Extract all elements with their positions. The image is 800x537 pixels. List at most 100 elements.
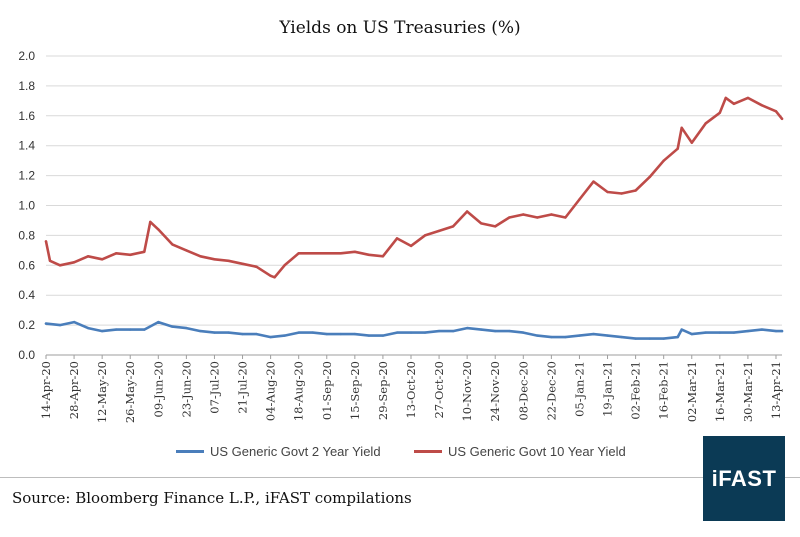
data-point-2y	[157, 320, 160, 324]
data-point-2y	[269, 335, 272, 339]
data-point-10y	[86, 255, 90, 258]
grid-lines	[46, 55, 782, 356]
data-point-2y	[185, 326, 188, 330]
ifast-logo: iFAST	[703, 436, 785, 521]
y-tick-label: 1.2	[18, 169, 35, 183]
data-point-2y	[171, 325, 174, 328]
data-point-10y	[423, 234, 427, 237]
data-point-2y	[760, 328, 764, 331]
x-tick-label: 01-Sep-20	[320, 361, 334, 420]
data-point-10y	[241, 262, 244, 265]
x-tick-label: 09-Jun-20	[151, 361, 165, 417]
x-tick-label: 28-Apr-20	[67, 361, 81, 419]
data-point-2y	[676, 335, 679, 339]
data-point-10y	[437, 229, 441, 233]
y-tick-label: 1.6	[18, 109, 35, 123]
data-point-10y	[578, 198, 581, 201]
data-point-10y	[724, 96, 727, 100]
data-point-10y	[129, 253, 132, 256]
data-point-2y	[367, 334, 371, 337]
data-point-10y	[620, 192, 623, 195]
x-tick-label: 24-Nov-20	[488, 361, 502, 422]
data-point-10y	[592, 180, 595, 183]
data-point-2y	[101, 329, 104, 333]
legend-item-10y: US Generic Govt 10 Year Yield	[414, 444, 626, 459]
data-point-2y	[199, 329, 202, 333]
data-point-2y	[129, 328, 132, 331]
footer-divider	[0, 477, 800, 478]
data-point-10y	[115, 252, 118, 255]
y-tick-label: 1.4	[18, 139, 35, 153]
x-tick-label: 02-Feb-21	[629, 361, 643, 420]
x-tick-label: 13-Oct-20	[404, 361, 418, 419]
data-point-2y	[423, 331, 427, 334]
data-point-10y	[606, 190, 609, 194]
y-tick-label: 0.8	[18, 228, 35, 242]
y-tick-label: 0.2	[18, 318, 35, 332]
data-point-10y	[44, 240, 48, 243]
data-point-10y	[255, 265, 258, 268]
data-point-10y	[680, 126, 683, 129]
x-tick-label: 08-Dec-20	[516, 361, 530, 421]
data-point-10y	[171, 243, 174, 246]
data-point-2y	[381, 334, 385, 337]
data-point-2y	[634, 337, 637, 340]
data-point-2y	[227, 331, 230, 334]
series-lines	[44, 96, 784, 340]
x-tick-label: 26-May-20	[123, 361, 137, 423]
legend-swatch-2y	[176, 450, 204, 453]
series-line-2y	[44, 320, 784, 340]
data-point-10y	[718, 111, 721, 115]
data-point-2y	[339, 332, 342, 336]
x-tick-label: 13-Apr-21	[769, 361, 783, 419]
x-tick-label: 18-Aug-20	[292, 361, 306, 421]
y-axis: 0.0 0.2 0.4 0.6 0.8 1.0 1.2 1.4 1.6 1.8 2.0	[18, 49, 35, 362]
data-point-10y	[58, 264, 62, 267]
data-point-10y	[311, 252, 314, 255]
x-tick-label: 29-Sep-20	[376, 361, 390, 420]
series-line-10y	[44, 96, 784, 279]
data-point-2y	[86, 326, 90, 330]
data-point-2y	[606, 334, 609, 337]
data-point-2y	[72, 320, 76, 324]
source-note: Source: Bloomberg Finance L.P., iFAST co…	[12, 489, 412, 507]
x-tick-label: 14-Apr-20	[39, 361, 53, 419]
data-point-2y	[774, 329, 778, 333]
data-point-10y	[508, 216, 511, 219]
x-tick-label: 16-Feb-21	[657, 361, 671, 420]
legend-swatch-10y	[414, 450, 442, 453]
data-point-2y	[564, 335, 567, 339]
legend-label-10y: US Generic Govt 10 Year Yield	[448, 444, 626, 459]
x-tick-label: 19-Jan-21	[601, 361, 615, 417]
data-point-10y	[732, 102, 736, 106]
data-point-10y	[690, 141, 693, 144]
data-point-10y	[353, 250, 356, 253]
y-tick-label: 0.6	[18, 258, 35, 272]
data-point-2y	[536, 334, 539, 337]
data-point-10y	[480, 222, 483, 225]
data-point-10y	[522, 213, 525, 216]
data-point-2y	[409, 331, 413, 334]
data-point-2y	[395, 331, 399, 334]
data-point-10y	[648, 175, 651, 179]
x-tick-label: 05-Jan-21	[572, 361, 586, 417]
data-point-2y	[297, 331, 300, 334]
x-tick-label: 23-Jun-20	[179, 361, 193, 417]
data-point-10y	[676, 147, 679, 150]
data-point-10y	[149, 220, 152, 224]
x-tick-label: 10-Nov-20	[460, 361, 474, 422]
data-point-10y	[325, 252, 328, 255]
data-point-10y	[143, 250, 146, 253]
data-point-10y	[297, 252, 300, 255]
data-point-2y	[690, 332, 693, 336]
data-point-10y	[662, 159, 665, 162]
y-tick-label: 2.0	[18, 49, 35, 63]
data-point-2y	[480, 328, 483, 331]
x-tick-label: 27-Oct-20	[432, 361, 446, 419]
data-point-2y	[620, 335, 623, 339]
x-axis: 14-Apr-20 28-Apr-20 12-May-20 26-May-20 09-J…	[39, 355, 783, 423]
legend: US Generic Govt 2 Year Yield US Generic …	[0, 444, 800, 464]
data-point-10y	[48, 259, 52, 262]
data-point-10y	[72, 261, 76, 264]
legend-item-2y: US Generic Govt 2 Year Yield	[176, 444, 381, 459]
